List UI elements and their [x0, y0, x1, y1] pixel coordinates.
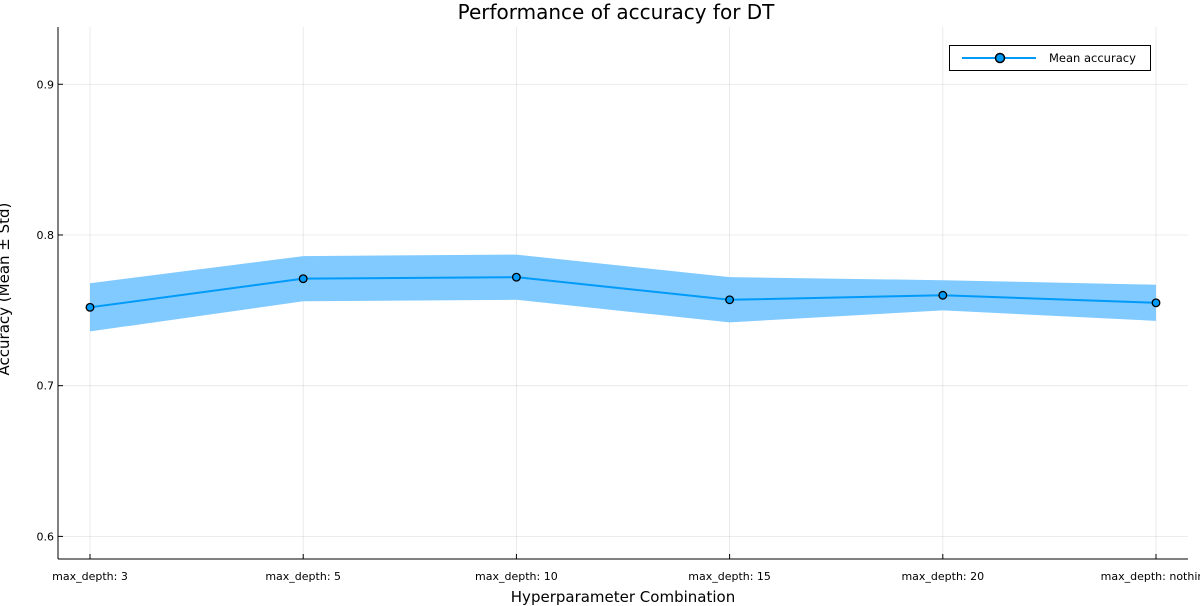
x-tick-label: max_depth: 3 — [52, 570, 128, 583]
x-tick-label: max_depth: 10 — [475, 570, 558, 583]
series-line — [89, 276, 1157, 309]
y-tick-labels: 0.6 0.7 0.8 0.9 — [37, 78, 55, 543]
legend: Mean accuracy — [949, 45, 1151, 71]
axes — [57, 27, 1188, 560]
data-point — [85, 302, 95, 312]
y-axis-label: Accuracy (Mean ± Std) — [0, 202, 13, 376]
y-tick-label: 0.8 — [37, 229, 55, 242]
x-tick-labels: max_depth: 3 max_depth: 5 max_depth: 10 max… — [52, 570, 1200, 583]
x-tick-label: max_depth: 20 — [901, 570, 984, 583]
x-tick-label: max_depth: 5 — [265, 570, 341, 583]
std-band — [90, 254, 1156, 332]
y-tick-label: 0.7 — [37, 380, 55, 393]
y-tick-label: 0.6 — [37, 530, 55, 543]
data-point — [725, 295, 735, 305]
x-tick-label: max_depth: 15 — [688, 570, 771, 583]
x-tick-label: max_depth: nothing — [1101, 570, 1200, 583]
data-points — [85, 272, 1161, 312]
mean-accuracy-line — [89, 276, 1157, 309]
legend-label: Mean accuracy — [1049, 51, 1136, 65]
data-point — [938, 290, 948, 300]
std-band-area — [90, 254, 1156, 332]
data-point — [511, 272, 521, 282]
data-point — [298, 274, 308, 284]
y-tick-label: 0.9 — [37, 78, 55, 91]
x-axis-label: Hyperparameter Combination — [510, 588, 736, 606]
chart-title: Performance of accuracy for DT — [457, 0, 775, 24]
legend-marker-icon — [962, 52, 1036, 64]
data-point — [1151, 298, 1161, 308]
